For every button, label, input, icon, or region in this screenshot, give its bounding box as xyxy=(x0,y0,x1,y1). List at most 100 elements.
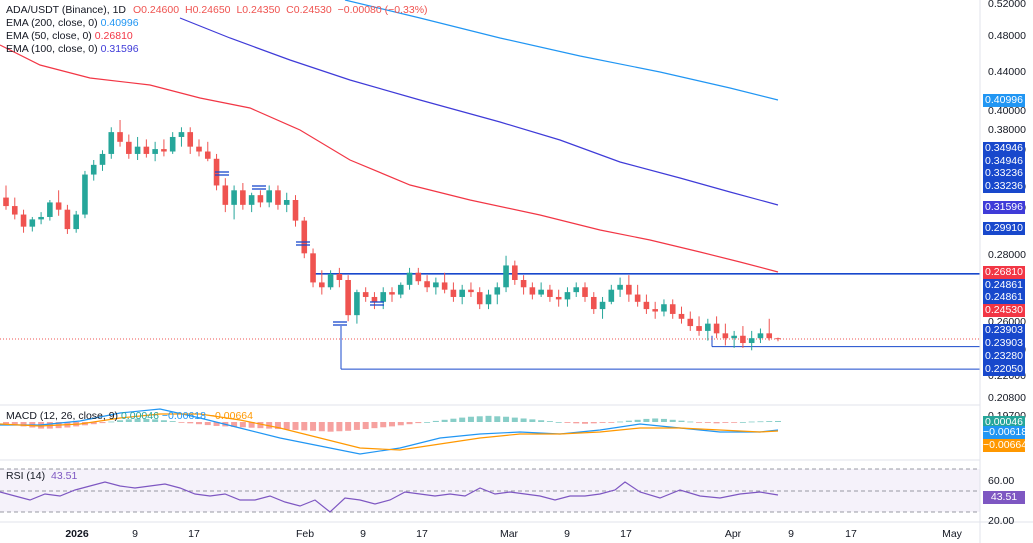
candle-body[interactable] xyxy=(529,287,536,295)
candle-body[interactable] xyxy=(775,338,781,340)
candle-body[interactable] xyxy=(564,292,571,300)
legend-ema100-label: EMA (100, close, 0) xyxy=(6,43,98,55)
candle-body[interactable] xyxy=(450,289,457,297)
candle-body[interactable] xyxy=(108,132,115,154)
rsi-pane[interactable] xyxy=(0,468,980,513)
candle-body[interactable] xyxy=(582,287,588,297)
candle-body[interactable] xyxy=(678,313,685,319)
candle-body[interactable] xyxy=(380,292,387,302)
macd-histogram-bar xyxy=(511,417,518,422)
candle-body[interactable] xyxy=(354,292,360,316)
candle-body[interactable] xyxy=(713,323,720,334)
candle-body[interactable] xyxy=(415,272,422,282)
candle-body[interactable] xyxy=(433,282,439,288)
candle-body[interactable] xyxy=(740,335,746,344)
candle-body[interactable] xyxy=(766,333,773,339)
candle-body[interactable] xyxy=(748,338,755,344)
candle-body[interactable] xyxy=(29,219,36,227)
candle-body[interactable] xyxy=(626,284,632,295)
candle-body[interactable] xyxy=(476,292,483,305)
candle-body[interactable] xyxy=(99,153,106,165)
candle-body[interactable] xyxy=(722,333,729,339)
candle-body[interactable] xyxy=(406,272,413,285)
candle-body[interactable] xyxy=(362,292,369,297)
candle-body[interactable] xyxy=(652,309,658,312)
candle-body[interactable] xyxy=(196,146,202,152)
candle-body[interactable] xyxy=(169,136,176,152)
candle-body[interactable] xyxy=(187,132,194,147)
candle-body[interactable] xyxy=(283,200,290,205)
candle-body[interactable] xyxy=(520,280,527,288)
candle-body[interactable] xyxy=(292,200,299,221)
price-pane[interactable] xyxy=(0,0,980,370)
candle-body[interactable] xyxy=(134,146,141,154)
candle-body[interactable] xyxy=(38,216,44,220)
candle-body[interactable] xyxy=(82,174,88,215)
candle-body[interactable] xyxy=(222,185,229,205)
candle-body[interactable] xyxy=(634,294,641,302)
candle-body[interactable] xyxy=(257,195,264,203)
candle-body[interactable] xyxy=(152,149,158,154)
candle-body[interactable] xyxy=(503,265,509,288)
candle-body[interactable] xyxy=(608,289,615,302)
candle-body[interactable] xyxy=(178,132,185,137)
y-tick-label: 0.38000 xyxy=(988,124,1026,136)
candle-body[interactable] xyxy=(161,149,167,152)
candle-body[interactable] xyxy=(275,190,281,205)
candle-body[interactable] xyxy=(590,296,597,310)
candle-body[interactable] xyxy=(468,289,474,293)
candle-body[interactable] xyxy=(266,190,272,203)
candle-body[interactable] xyxy=(336,273,343,280)
candle-body[interactable] xyxy=(20,214,27,227)
candle-body[interactable] xyxy=(731,335,737,339)
candle-body[interactable] xyxy=(73,214,79,230)
candle-body[interactable] xyxy=(494,287,501,295)
candle-body[interactable] xyxy=(696,326,702,331)
candle-body[interactable] xyxy=(371,296,378,302)
legend-high: H0.24650 xyxy=(184,4,231,16)
candle-body[interactable] xyxy=(204,151,211,159)
candle-body[interactable] xyxy=(327,273,334,288)
candle-body[interactable] xyxy=(310,253,316,283)
candle-body[interactable] xyxy=(617,284,623,290)
candle-body[interactable] xyxy=(441,282,448,290)
candle-body[interactable] xyxy=(47,202,53,217)
candle-body[interactable] xyxy=(459,289,465,297)
candle-body[interactable] xyxy=(512,265,518,280)
candle-body[interactable] xyxy=(661,304,667,312)
candle-body[interactable] xyxy=(705,323,711,331)
ema100-line xyxy=(179,17,779,206)
macd-histogram-bar xyxy=(713,422,720,424)
candle-body[interactable] xyxy=(64,209,71,230)
candle-body[interactable] xyxy=(547,289,553,297)
candle-body[interactable] xyxy=(485,294,492,305)
candle-body[interactable] xyxy=(538,289,544,295)
candle-body[interactable] xyxy=(757,333,764,339)
candle-body[interactable] xyxy=(301,220,308,254)
macd-histogram-bar xyxy=(582,422,588,424)
legend-ema200: EMA (200, close, 0) 0.40996 xyxy=(6,17,139,30)
candle-body[interactable] xyxy=(240,190,246,205)
macd-pane[interactable] xyxy=(0,408,781,455)
candle-body[interactable] xyxy=(573,287,580,293)
candle-body[interactable] xyxy=(126,141,132,154)
candle-body[interactable] xyxy=(90,164,97,175)
candle-body[interactable] xyxy=(555,296,562,300)
candle-body[interactable] xyxy=(397,284,404,295)
candle-body[interactable] xyxy=(248,195,255,205)
candle-body[interactable] xyxy=(231,190,237,205)
candle-body[interactable] xyxy=(424,281,430,288)
candle-body[interactable] xyxy=(643,301,650,310)
candle-body[interactable] xyxy=(319,282,325,288)
candle-body[interactable] xyxy=(3,197,9,207)
candle-body[interactable] xyxy=(687,318,694,327)
candle-body[interactable] xyxy=(11,206,18,215)
candle-body[interactable] xyxy=(117,132,123,142)
candle-body[interactable] xyxy=(669,304,676,314)
candle-body[interactable] xyxy=(389,292,395,295)
candle-body[interactable] xyxy=(599,301,606,310)
candle-body[interactable] xyxy=(55,202,62,210)
candle-body[interactable] xyxy=(345,280,351,316)
candle-body[interactable] xyxy=(143,146,150,154)
